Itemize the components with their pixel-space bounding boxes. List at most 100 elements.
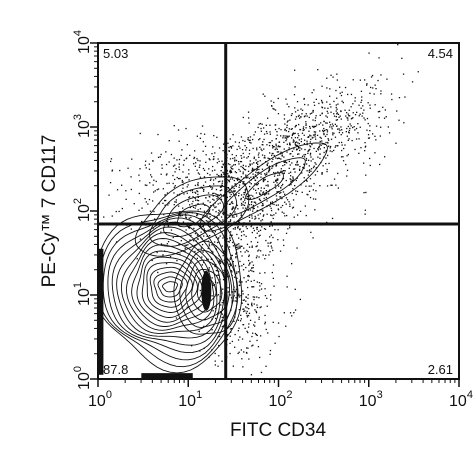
event-dot bbox=[306, 140, 308, 142]
event-dot bbox=[211, 188, 213, 190]
event-dot bbox=[243, 234, 245, 236]
event-dot bbox=[228, 221, 230, 223]
event-dot bbox=[263, 228, 266, 230]
event-dot bbox=[342, 160, 345, 162]
event-dot bbox=[234, 159, 236, 161]
event-dot bbox=[363, 192, 365, 194]
event-dot bbox=[261, 149, 263, 152]
event-dot bbox=[301, 172, 303, 174]
event-dot bbox=[283, 141, 285, 143]
event-dot bbox=[259, 229, 262, 231]
event-dot bbox=[239, 181, 241, 183]
event-dot bbox=[241, 302, 243, 304]
event-dot bbox=[264, 288, 266, 290]
event-dot bbox=[289, 203, 291, 205]
event-dot bbox=[274, 184, 276, 186]
event-dot bbox=[337, 103, 339, 105]
event-dot bbox=[230, 170, 232, 172]
event-dot bbox=[240, 155, 242, 157]
event-dot bbox=[255, 192, 258, 194]
event-dot bbox=[340, 134, 342, 136]
event-dot bbox=[245, 266, 247, 269]
event-dot bbox=[318, 145, 321, 148]
event-dot bbox=[251, 168, 254, 171]
event-dot bbox=[267, 162, 269, 164]
event-dot bbox=[273, 175, 276, 177]
event-dot bbox=[258, 192, 261, 194]
event-dot bbox=[197, 190, 199, 193]
event-dot bbox=[222, 219, 224, 221]
event-dot bbox=[253, 279, 255, 282]
event-dot bbox=[339, 129, 341, 132]
event-dot bbox=[308, 159, 310, 161]
event-dot bbox=[254, 179, 257, 182]
event-dot bbox=[241, 338, 244, 340]
event-dot bbox=[245, 296, 247, 298]
event-dot bbox=[284, 135, 286, 137]
event-dot bbox=[253, 197, 255, 199]
event-dot bbox=[335, 116, 337, 118]
event-dot bbox=[267, 180, 269, 183]
event-dot bbox=[178, 205, 180, 207]
event-dot bbox=[277, 208, 279, 210]
event-dot bbox=[280, 191, 282, 194]
event-dot bbox=[255, 217, 257, 219]
event-dot bbox=[250, 374, 253, 376]
event-dot bbox=[284, 170, 286, 172]
event-dot bbox=[321, 172, 323, 174]
event-dot bbox=[234, 346, 236, 348]
event-dot bbox=[322, 124, 324, 126]
event-dot bbox=[216, 136, 218, 138]
event-dot bbox=[304, 148, 306, 151]
event-dot bbox=[301, 113, 303, 115]
event-dot bbox=[302, 129, 304, 132]
event-dot bbox=[264, 174, 267, 176]
event-dot bbox=[173, 186, 175, 188]
event-dot bbox=[325, 141, 327, 144]
event-dot bbox=[234, 160, 236, 162]
event-dot bbox=[246, 249, 248, 252]
event-dot bbox=[235, 245, 237, 247]
event-dot bbox=[214, 169, 216, 171]
event-dot bbox=[241, 202, 243, 205]
event-dot bbox=[220, 186, 222, 188]
event-dot bbox=[240, 197, 242, 200]
event-dot bbox=[340, 156, 343, 158]
event-dot bbox=[352, 117, 354, 119]
event-dot bbox=[259, 306, 261, 309]
event-dot bbox=[312, 119, 314, 121]
event-dot bbox=[354, 148, 356, 151]
event-dot bbox=[275, 147, 277, 149]
event-dot bbox=[277, 191, 279, 193]
event-dot bbox=[323, 133, 325, 136]
event-dot bbox=[261, 144, 263, 146]
event-dot bbox=[125, 198, 127, 200]
event-dot bbox=[161, 167, 163, 169]
event-dot bbox=[228, 203, 231, 205]
event-dot bbox=[265, 328, 267, 331]
event-dot bbox=[239, 279, 241, 281]
event-dot bbox=[212, 198, 214, 200]
event-dot bbox=[229, 294, 231, 296]
event-dot bbox=[203, 235, 205, 237]
event-dot bbox=[260, 193, 262, 196]
event-dot bbox=[214, 152, 216, 154]
event-dot bbox=[260, 176, 262, 178]
event-dot bbox=[266, 193, 268, 195]
event-dot bbox=[248, 149, 251, 151]
event-dot bbox=[232, 206, 234, 209]
event-dot bbox=[229, 263, 232, 265]
event-dot bbox=[320, 144, 322, 146]
event-dot bbox=[211, 187, 214, 189]
event-dot bbox=[366, 117, 369, 120]
event-dot bbox=[363, 117, 365, 119]
event-dot bbox=[243, 351, 245, 353]
event-dot bbox=[230, 191, 232, 193]
event-dot bbox=[237, 352, 239, 355]
event-dot bbox=[325, 151, 327, 153]
event-dot bbox=[187, 244, 189, 246]
event-dot bbox=[258, 316, 260, 318]
event-dot bbox=[252, 204, 255, 207]
event-dot bbox=[242, 183, 244, 185]
event-dot bbox=[227, 287, 229, 289]
